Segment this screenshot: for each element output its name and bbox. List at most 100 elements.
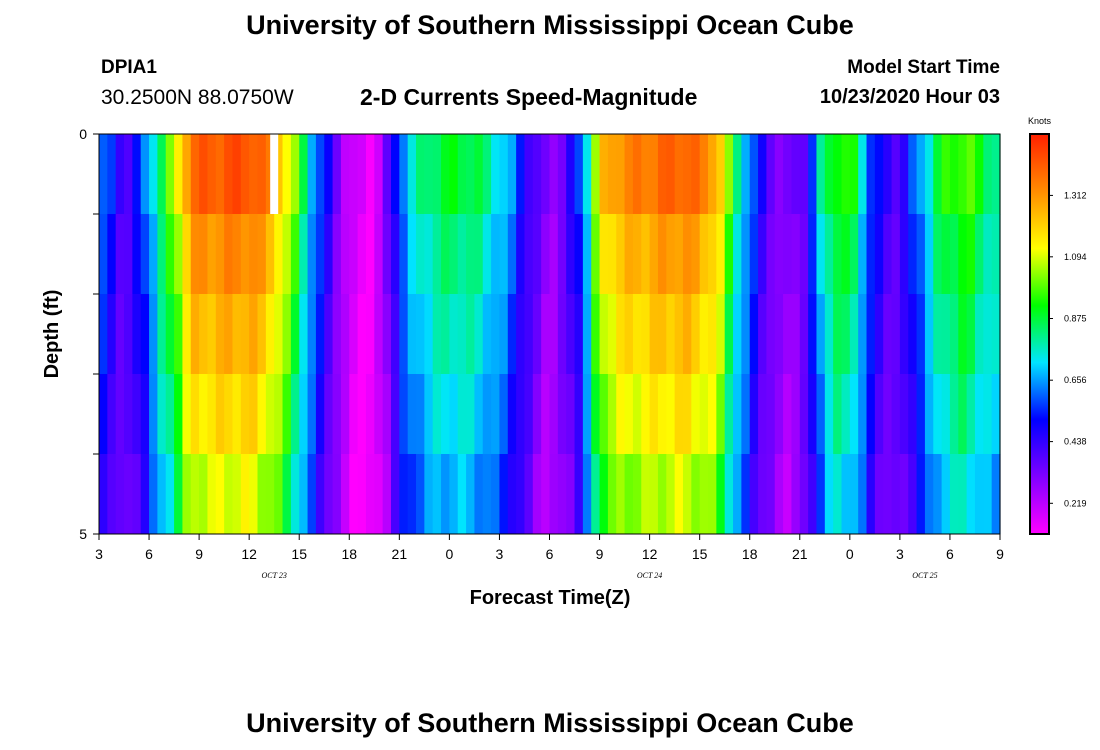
plot-title: 2-D Currents Speed-Magnitude	[360, 84, 698, 110]
heatmap-cell	[290, 134, 300, 215]
heatmap-cell	[457, 214, 467, 295]
heatmap-cell	[641, 374, 651, 455]
heatmap-cell	[858, 294, 868, 375]
heatmap-cell	[174, 374, 184, 455]
heatmap-cell	[758, 454, 767, 535]
heatmap-cell	[265, 454, 275, 535]
heatmap-cell	[824, 374, 834, 455]
heatmap-cell	[599, 454, 609, 535]
heatmap-cell	[466, 374, 476, 455]
heatmap-cell	[691, 214, 701, 295]
heatmap-cell	[416, 214, 425, 295]
heatmap-cell	[474, 214, 484, 295]
heatmap-cell	[941, 294, 951, 375]
heatmap-cell	[424, 454, 434, 535]
heatmap-cell	[708, 454, 717, 535]
heatmap-cell	[349, 374, 359, 455]
heatmap-cell	[949, 214, 959, 295]
heatmap-cell	[566, 374, 576, 455]
heatmap-cell	[199, 374, 209, 455]
heatmap-cell	[749, 294, 759, 375]
heatmap-cell	[374, 294, 384, 375]
heatmap-cell	[199, 454, 209, 535]
x-tick-label: 6	[145, 546, 153, 562]
heatmap-cell	[466, 134, 476, 215]
heatmap-cell	[499, 294, 509, 375]
y-tick-label: 0	[79, 126, 87, 142]
x-tick-label: 9	[996, 546, 1004, 562]
heatmap-cell	[607, 374, 617, 455]
heatmap-cell	[899, 134, 909, 215]
heatmap-cell	[841, 374, 851, 455]
heatmap-cell	[274, 134, 284, 215]
heatmap-cell	[674, 374, 684, 455]
heatmap-cell	[549, 134, 559, 215]
heatmap-cell	[232, 294, 242, 375]
heatmap-cell	[682, 134, 692, 215]
heatmap-cell	[332, 134, 342, 215]
station-coordinates: 30.2500N 88.0750W	[101, 86, 294, 109]
heatmap-cell	[666, 134, 676, 215]
heatmap-cell	[958, 214, 968, 295]
heatmap-cell	[432, 134, 442, 215]
heatmap-cell	[290, 374, 300, 455]
heatmap-cell	[983, 374, 993, 455]
colorbar-tick-label: 0.438	[1064, 437, 1087, 447]
heatmap-cell	[315, 294, 325, 375]
heatmap-cell	[516, 134, 526, 215]
heatmap-cell	[883, 294, 893, 375]
heatmap-cell	[941, 454, 951, 535]
heatmap-cell	[941, 134, 951, 215]
heatmap-cell	[324, 454, 334, 535]
heatmap-cell	[933, 134, 943, 215]
heatmap-cell	[115, 294, 125, 375]
heatmap-cell	[349, 294, 359, 375]
heatmap-cell	[741, 374, 751, 455]
colorbar-tick-label: 1.312	[1064, 190, 1087, 200]
heatmap-cell	[824, 294, 834, 375]
heatmap-cell	[541, 214, 551, 295]
heatmap-cell	[190, 134, 200, 215]
heatmap-cell	[449, 454, 459, 535]
y-tick-label: 5	[79, 526, 87, 542]
heatmap-cell	[682, 294, 692, 375]
heatmap-cell	[541, 374, 551, 455]
heatmap-cell	[557, 134, 567, 215]
heatmap-cell	[432, 454, 442, 535]
heatmap-cell	[766, 454, 776, 535]
heatmap-cell	[140, 214, 150, 295]
heatmap-cell	[958, 454, 968, 535]
heatmap-cell	[891, 374, 901, 455]
heatmap-cell	[791, 454, 801, 535]
heatmap-cell	[407, 214, 417, 295]
heatmap-cell	[591, 454, 601, 535]
heatmap-cell	[666, 374, 676, 455]
heatmap-cell	[808, 294, 818, 375]
heatmap-cell	[482, 454, 492, 535]
heatmap-cell	[390, 294, 400, 375]
heatmap-cell	[858, 134, 868, 215]
x-tick-label: 18	[341, 546, 357, 562]
heatmap-cell	[499, 454, 509, 535]
heatmap-cell	[966, 134, 976, 215]
heatmap-cell	[758, 374, 767, 455]
heatmap-cell	[532, 294, 542, 375]
heatmap-cell	[816, 374, 826, 455]
heatmap-cell	[299, 134, 309, 215]
heatmap-cell	[499, 214, 509, 295]
heatmap-cell	[299, 374, 309, 455]
heatmap-cell	[774, 214, 784, 295]
heatmap-cell	[365, 214, 375, 295]
heatmap-cell	[641, 454, 651, 535]
heatmap-cell	[908, 454, 918, 535]
heatmap-cell	[566, 454, 576, 535]
heatmap-cell	[974, 374, 984, 455]
heatmap-cell	[941, 214, 951, 295]
heatmap-cell	[908, 294, 918, 375]
heatmap-cell	[124, 134, 133, 215]
heatmap-cell	[883, 214, 893, 295]
station-id: DPIA1	[101, 57, 157, 78]
heatmap-cell	[557, 454, 567, 535]
heatmap-cell	[749, 454, 759, 535]
heatmap-cell	[441, 374, 450, 455]
